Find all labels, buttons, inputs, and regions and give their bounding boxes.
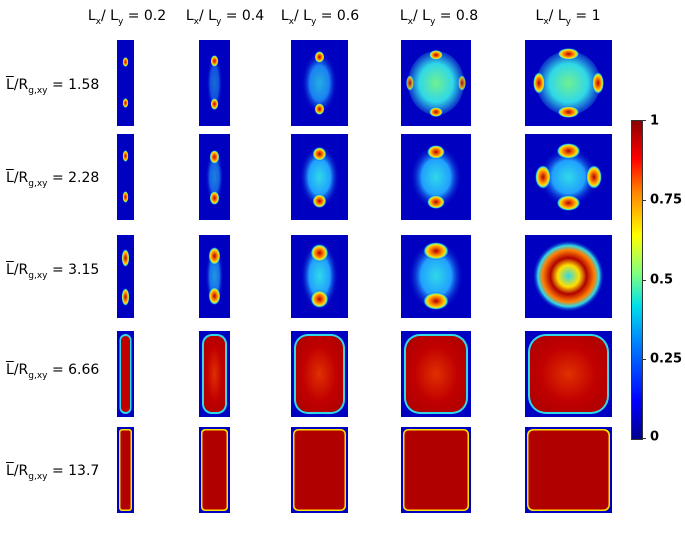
column-title-1: Lx/ Ly = 0.4 <box>185 8 265 27</box>
panel-r0-c3 <box>401 40 471 126</box>
panel-r0-c4 <box>525 40 612 126</box>
panel-r1-c3 <box>401 134 471 220</box>
panel-r3-c1 <box>199 331 230 417</box>
panel-r2-c4 <box>525 235 612 318</box>
panel-r4-c2 <box>291 427 348 513</box>
column-title-4: Lx/ Ly = 1 <box>535 8 601 27</box>
panel-r4-c0 <box>117 427 134 513</box>
colorbar-tickmark-025 <box>642 359 646 360</box>
row-label-2: L/Rg,xy = 3.15 <box>6 262 100 281</box>
panel-r2-c2 <box>291 235 348 318</box>
panel-r0-c2 <box>291 40 348 126</box>
panel-r4-c1 <box>199 427 230 513</box>
panel-r3-c3 <box>401 331 471 417</box>
panel-r2-c3 <box>401 235 471 318</box>
panel-r3-c2 <box>291 331 348 417</box>
colorbar-tick-1: 1 <box>650 113 660 129</box>
row-label-3: L/Rg,xy = 6.66 <box>6 362 100 381</box>
panel-r4-c3 <box>401 427 471 513</box>
panel-r2-c1 <box>199 235 230 318</box>
row-label-0: L/Rg,xy = 1.58 <box>6 77 100 96</box>
colorbar-tickmark-075 <box>642 200 646 201</box>
panel-r1-c2 <box>291 134 348 220</box>
panel-r3-c0 <box>117 331 134 417</box>
panel-r1-c0 <box>117 134 134 220</box>
colorbar-tickmark-1 <box>642 120 646 121</box>
panel-r1-c1 <box>199 134 230 220</box>
colorbar-tickmark-0 <box>642 438 646 439</box>
panel-r0-c1 <box>199 40 230 126</box>
column-title-3: Lx/ Ly = 0.8 <box>399 8 479 27</box>
column-title-2: Lx/ Ly = 0.6 <box>280 8 360 27</box>
colorbar-tick-025: 0.25 <box>650 351 683 367</box>
panel-r1-c4 <box>525 134 612 220</box>
colorbar-tick-05: 0.5 <box>650 272 674 288</box>
panel-r0-c0 <box>117 40 134 126</box>
colorbar-tick-075: 0.75 <box>650 192 683 208</box>
panel-r3-c4 <box>525 331 612 417</box>
panel-r4-c4 <box>525 427 612 513</box>
colorbar-tick-0: 0 <box>650 429 660 445</box>
column-title-0: Lx/ Ly = 0.2 <box>87 8 167 27</box>
panel-r2-c0 <box>117 235 134 318</box>
colorbar-tickmark-05 <box>642 280 646 281</box>
row-label-1: L/Rg,xy = 2.28 <box>6 170 100 189</box>
row-label-4: L/Rg,xy = 13.7 <box>6 463 100 482</box>
